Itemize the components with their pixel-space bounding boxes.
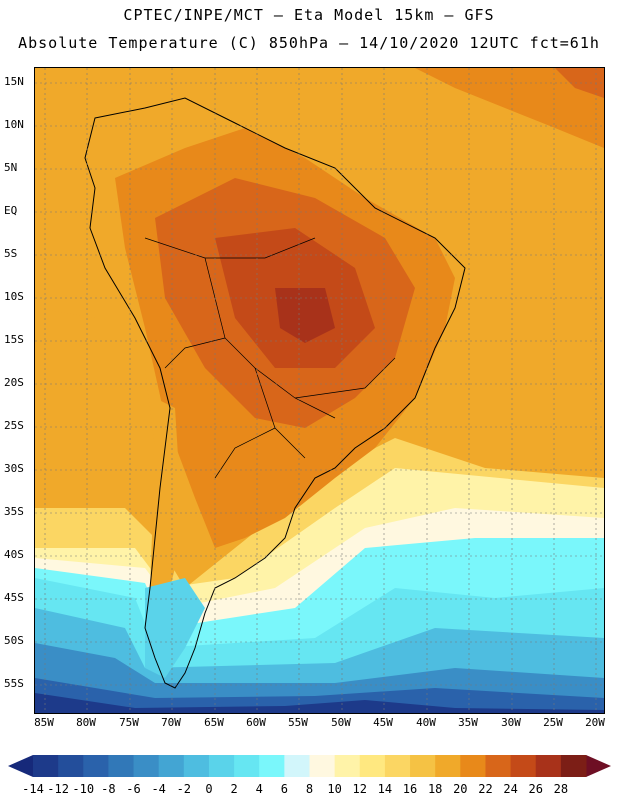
colorbar-cell [309,755,336,777]
patagonia-cool [145,578,205,678]
colorbar-over-arrow [586,755,611,777]
colorbar-label: -2 [176,782,192,796]
colorbar-label: 12 [352,782,367,796]
lat-label: 55S [4,677,24,690]
colorbar-label: 4 [255,782,263,796]
lat-label: 50S [4,634,24,647]
colorbar-cell [435,755,461,777]
colorbar-label: -6 [126,782,141,796]
lat-label: 40S [4,548,24,561]
warm-zone-ne-core [555,68,604,98]
lat-label: 15S [4,333,24,346]
colorbar-label: 14 [377,782,393,796]
lon-label: 35W [458,716,478,729]
colorbar-cell [284,755,310,777]
colorbar-cell [460,755,486,777]
colorbar-cell [133,755,160,777]
andes-zone [150,398,180,608]
colorbar-label: 2 [230,782,238,796]
lon-label: 70W [161,716,181,729]
colorbar-cell [208,755,235,777]
colorbar-cell [83,755,109,777]
lat-label: 45S [4,591,24,604]
colorbar-cell [158,755,185,777]
lon-label: 80W [76,716,96,729]
lat-label: 5S [4,247,18,260]
colorbar-label: 18 [427,782,443,796]
lat-label: EQ [4,204,18,217]
lat-label: 30S [4,462,24,475]
colorbar-label: 24 [503,782,518,796]
continent-coastline [84,97,466,689]
continent-hot-core [275,288,335,343]
colorbar-label: 0 [205,782,213,796]
colorbar-cell [259,755,285,777]
colorbar-cell [510,755,537,777]
colorbar-cell [560,755,587,777]
colorbar-label: 10 [327,782,342,796]
colorbar-cell [33,755,59,777]
colorbar-label: -8 [101,782,116,796]
colorbar-cell [183,755,210,777]
pacific-warm-band [35,308,155,528]
lat-label: 35S [4,505,24,518]
lon-label: 65W [204,716,224,729]
colorbar-cell [359,755,386,777]
colorbar-label: -12 [47,782,69,796]
map-title-line-2: Absolute Temperature (C) 850hPa – 14/10/… [18,34,600,52]
colorbar-label: 16 [402,782,418,796]
lon-label: 60W [246,716,266,729]
warm-zone-ne [415,68,604,148]
colorbar-label: 6 [280,782,288,796]
colorbar-cell [535,755,562,777]
lat-label: 10S [4,290,24,303]
lon-label: 30W [501,716,521,729]
lon-label: 45W [373,716,393,729]
colorbar-label: 8 [305,782,314,796]
colorbar-cell [58,755,84,777]
map-title-line-1: CPTEC/INPE/MCT – Eta Model 15km – GFS [123,6,495,24]
colorbar-cell [234,755,260,777]
lat-label: 20S [4,376,24,389]
colorbar-label: -4 [151,782,166,796]
colorbar-cell [334,755,361,777]
lat-label: 25S [4,419,24,432]
colorbar [8,755,611,777]
colorbar-cell [410,755,436,777]
lat-label: 5N [4,161,18,174]
temperature-map [34,67,605,714]
colorbar-label: -14 [22,782,44,796]
lon-label: 25W [543,716,563,729]
colorbar-cell [384,755,411,777]
colorbar-label: 22 [478,782,493,796]
country-borders [144,237,396,479]
lon-label: 40W [416,716,436,729]
lat-label: 15N [4,75,24,88]
colorbar-cell [108,755,135,777]
colorbar-cell [485,755,512,777]
lon-label: 75W [119,716,139,729]
colorbar-label: 20 [453,782,468,796]
lat-label: 10N [4,118,24,131]
zone-minus10 [35,678,604,713]
colorbar-label: -10 [72,782,95,796]
zone-minus14 [35,693,604,713]
colorbar-label: 26 [528,782,543,796]
lon-label: 20W [585,716,605,729]
lon-label: 55W [288,716,308,729]
colorbar-under-arrow [8,755,33,777]
colorbar-label: 28 [553,782,569,796]
lon-label: 50W [331,716,351,729]
lon-label: 85W [34,716,54,729]
